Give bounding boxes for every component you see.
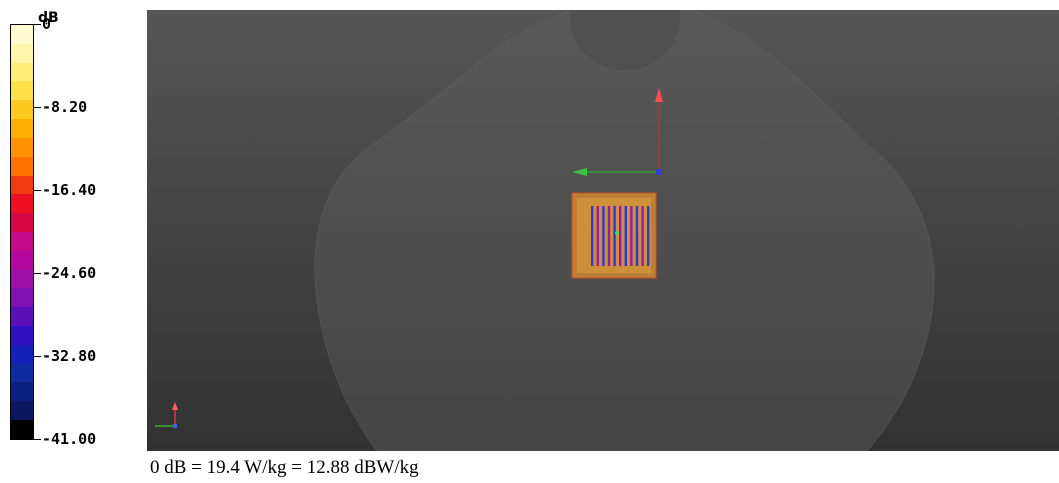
color-scale-segment bbox=[11, 43, 33, 63]
color-scale-segment bbox=[11, 156, 33, 176]
color-scale-segment bbox=[11, 194, 33, 214]
antenna-hotspot bbox=[571, 192, 657, 279]
legend-unit-label: dB bbox=[38, 10, 59, 26]
color-scale-segment bbox=[11, 175, 33, 195]
antenna-stripe bbox=[619, 206, 622, 266]
antenna-stripe bbox=[630, 206, 633, 266]
color-scale-segment bbox=[11, 326, 33, 345]
color-scale-segment bbox=[11, 62, 33, 82]
color-scale-tick-label: -8.20 bbox=[42, 98, 88, 116]
color-scale-tick-label: -16.40 bbox=[42, 181, 97, 199]
antenna-stripe bbox=[624, 206, 627, 266]
antenna-stripe bbox=[591, 206, 594, 266]
color-scale-tick bbox=[33, 190, 41, 191]
antenna-stripe bbox=[613, 206, 616, 266]
color-scale-segment bbox=[11, 250, 33, 270]
color-scale-tick-label: 0 bbox=[42, 15, 52, 33]
color-scale-segment bbox=[11, 420, 33, 439]
corner-axis-triad bbox=[155, 402, 178, 428]
antenna-stripe bbox=[641, 206, 644, 266]
axis-triad bbox=[572, 88, 663, 176]
color-scale-segment bbox=[11, 100, 33, 120]
scale-reference-caption: 0 dB = 19.4 W/kg = 12.88 dBW/kg bbox=[150, 457, 419, 478]
antenna-stripe bbox=[635, 206, 639, 266]
color-scale-segment bbox=[11, 382, 33, 402]
color-scale-segment bbox=[11, 307, 33, 326]
color-scale-tick bbox=[33, 356, 41, 357]
antenna-stripe bbox=[607, 206, 611, 266]
antenna-stripe bbox=[602, 206, 605, 266]
color-scale-segment bbox=[11, 25, 33, 44]
color-scale-segment bbox=[11, 363, 33, 383]
color-scale-segment bbox=[11, 213, 33, 232]
antenna-stripe bbox=[596, 206, 599, 266]
color-scale-tick bbox=[33, 24, 41, 25]
color-scale-tick bbox=[33, 439, 41, 440]
color-scale-tick-label: -41.00 bbox=[42, 430, 97, 448]
sar-3d-viewport[interactable] bbox=[147, 10, 1059, 451]
color-scale-segment bbox=[11, 137, 33, 157]
color-scale-bar bbox=[10, 24, 34, 440]
color-scale-tick bbox=[33, 107, 41, 108]
color-scale-segment bbox=[11, 81, 33, 101]
phantom-scene bbox=[155, 10, 935, 451]
color-scale-tick bbox=[33, 273, 41, 274]
color-scale-segment bbox=[11, 288, 33, 308]
phantom-head-outline bbox=[570, 10, 680, 70]
color-scale-tick-label: -24.60 bbox=[42, 264, 97, 282]
color-scale-segment bbox=[11, 401, 33, 421]
color-scale-segment bbox=[11, 269, 33, 289]
color-scale-tick-label: -32.80 bbox=[42, 347, 97, 365]
antenna-stripe bbox=[647, 206, 650, 266]
color-scale-segment bbox=[11, 344, 33, 364]
color-scale-segment bbox=[11, 119, 33, 138]
color-scale-segment bbox=[11, 231, 33, 251]
